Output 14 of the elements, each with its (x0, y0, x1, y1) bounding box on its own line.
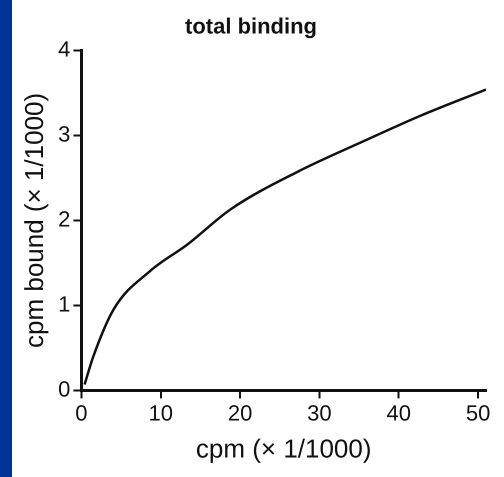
x-tick-label: 50 (466, 400, 490, 426)
x-tick-label: 30 (307, 400, 332, 426)
y-tick-label: 3 (58, 121, 70, 146)
x-tick-label: 40 (386, 400, 411, 426)
x-tick-label: 10 (148, 400, 174, 426)
x-tick-label: 0 (75, 400, 88, 426)
y-tick-label: 4 (58, 36, 70, 62)
y-tick-label: 1 (58, 291, 70, 316)
y-tick-label: 2 (58, 206, 70, 232)
chart-title: total binding (185, 13, 317, 38)
x-axis-title: cpm (× 1/1000) (196, 434, 372, 464)
y-tick-label: 0 (58, 376, 70, 402)
y-axis-title: cpm bound (× 1/1000) (18, 92, 49, 348)
x-tick-label: 20 (228, 400, 252, 426)
